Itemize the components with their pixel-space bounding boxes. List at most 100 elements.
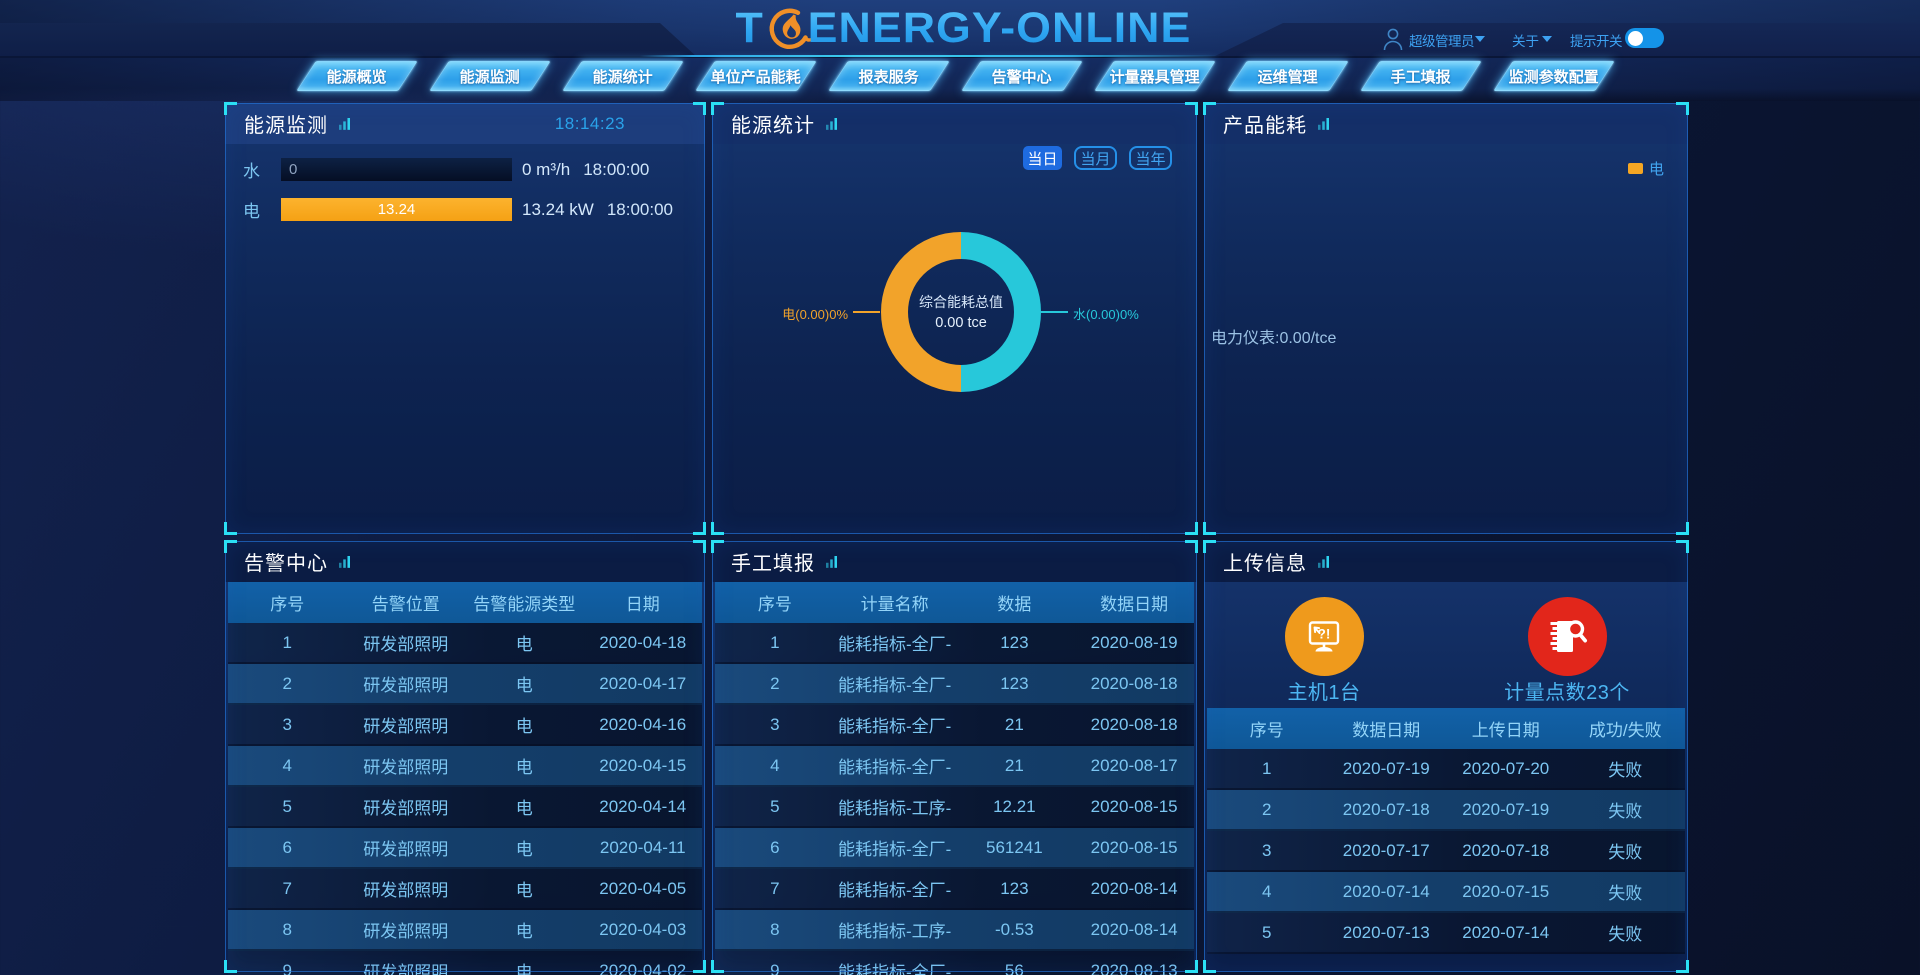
nav-button[interactable]: 计量器具管理: [1093, 61, 1216, 91]
table-row: 1 2020-07-19 2020-07-20 失败: [1207, 749, 1685, 790]
table-cell: 1: [1262, 758, 1272, 778]
table-cell: 研发部照明: [363, 922, 449, 941]
table-row: 8 能耗指标-工序- -0.53 2020-08-14: [715, 910, 1194, 951]
gauge-value: 13.24 kW: [522, 199, 594, 219]
table-cell: 电: [515, 635, 533, 654]
table-cell: 1: [770, 632, 780, 652]
nav-button-label: 监测参数配置: [1508, 68, 1599, 86]
table-cell: 9: [770, 960, 780, 975]
points-stat: 计量点数23个: [1446, 597, 1688, 703]
table-row: 6 能耗指标-全厂- 561241 2020-08-15: [715, 828, 1194, 869]
energy-stats-body: 当日 当月 当年 综合能耗总值 0.00 tce 电(0.00)0% 水(0.0…: [712, 144, 1197, 534]
table-cell: 7: [770, 878, 780, 898]
table-cell: 3: [282, 714, 292, 734]
table-cell: 5: [1262, 922, 1272, 942]
main-nav: 能源概览 能源监测 能源统计 单位产品能耗 报表服务 告警中心 计量器具管理 运维管理 手工填报…: [0, 61, 1910, 91]
tab-year[interactable]: 当年: [1128, 146, 1172, 170]
table-cell: 8: [282, 919, 292, 939]
table-cell: 2020-08-15: [1090, 837, 1178, 857]
nav-button[interactable]: 单位产品能耗: [694, 61, 817, 91]
table-cell: 2020-08-14: [1090, 919, 1178, 939]
table-cell: 研发部照明: [363, 635, 449, 654]
panel-title-bar: 上传信息: [1204, 541, 1688, 582]
table-cell: 3: [770, 714, 780, 734]
manual-table: 序号 计量名称 数据 数据日期 1 能耗指标-全厂- 123 2020-08-19 2 能耗指标-…: [715, 582, 1194, 975]
logo-text-suffix: ENERGY-ONLINE: [807, 3, 1192, 52]
table-cell: 研发部照明: [363, 717, 449, 736]
table-cell: 2020-08-18: [1090, 673, 1178, 693]
table-cell: 123: [1000, 878, 1029, 898]
table-cell: 能耗指标-全厂-: [837, 635, 952, 654]
table-cell: 123: [1000, 673, 1029, 693]
header-underline-dark: [0, 56, 1920, 58]
table-header-cell: 数据日期: [1352, 721, 1421, 740]
table-cell: 电: [515, 676, 533, 695]
table-header-cell: 上传日期: [1471, 721, 1540, 740]
table-cell: 能耗指标-工序-: [837, 799, 952, 818]
nav-button[interactable]: 运维管理: [1226, 61, 1349, 91]
table-cell: 能耗指标-全厂-: [837, 676, 952, 695]
panel-title: 产品能耗: [1223, 115, 1307, 137]
panel-upload-info: 上传信息 ?! 主机1台: [1203, 540, 1689, 973]
bars-icon: [1318, 118, 1329, 130]
table-cell: 2020-07-14: [1342, 881, 1430, 901]
monitor-clock: 18:14:23: [554, 113, 625, 133]
gauge-label: 水: [243, 162, 260, 181]
nav-button[interactable]: 能源概览: [295, 61, 418, 91]
nav-button[interactable]: 监测参数配置: [1492, 61, 1615, 91]
tab-month[interactable]: 当月: [1073, 146, 1117, 170]
table-cell: 能耗指标-全厂-: [837, 963, 952, 975]
upload-stats: ?! 主机1台: [1204, 597, 1688, 703]
chart-legend[interactable]: 电: [1627, 158, 1664, 179]
nav-button-label: 告警中心: [991, 68, 1052, 86]
panel-title: 上传信息: [1223, 553, 1307, 575]
tab-day[interactable]: 当日: [1022, 146, 1062, 170]
user-name[interactable]: 超级管理员: [1409, 34, 1475, 49]
table-cell: 研发部照明: [363, 676, 449, 695]
nav-button[interactable]: 报表服务: [827, 61, 950, 91]
table-cell: 电: [515, 840, 533, 859]
nav-button[interactable]: 能源统计: [561, 61, 684, 91]
table-header-cell: 序号: [1249, 721, 1284, 740]
bars-icon: [826, 556, 837, 568]
table-cell: 2020-04-14: [599, 796, 687, 816]
table-cell: 2020-08-15: [1090, 796, 1178, 816]
table-cell: 2020-04-02: [599, 960, 687, 975]
tip-switch-toggle[interactable]: [1625, 28, 1664, 48]
table-cell: 研发部照明: [363, 799, 449, 818]
table-cell: 2: [770, 673, 780, 693]
panel-manual-report: 手工填报 序号 计量名称 数据 数据日期 1 能耗指标-全厂- 123 2020-08-19 2…: [711, 540, 1198, 975]
upload-table: 序号 数据日期 上传日期 成功/失败 1 2020-07-19 2020-07-20 失败 2 2…: [1207, 708, 1685, 954]
table-row: 1 研发部照明 电 2020-04-18: [228, 623, 702, 664]
gauge-value: 0 m³/h: [522, 159, 571, 179]
table-cell: 失败: [1608, 802, 1643, 821]
table-cell: 2020-07-19: [1342, 758, 1430, 778]
about-menu[interactable]: 关于: [1512, 34, 1539, 49]
nav-button[interactable]: 手工填报: [1359, 61, 1482, 91]
about-caret-icon[interactable]: [1542, 36, 1552, 42]
nav-button[interactable]: 能源监测: [428, 61, 551, 91]
table-row: 3 能耗指标-全厂- 21 2020-08-18: [715, 705, 1194, 746]
nav-button[interactable]: 告警中心: [960, 61, 1083, 91]
bars-icon: [339, 118, 350, 130]
energy-monitor-body: 水 0 0 m³/h 18:00:00 电 13.24 13.24 kW 18:…: [225, 144, 705, 534]
bars-icon: [339, 556, 350, 568]
table-cell: 失败: [1608, 884, 1643, 903]
user-caret-icon[interactable]: [1475, 36, 1485, 42]
table-cell: 2020-08-14: [1090, 878, 1178, 898]
nav-button-label: 能源监测: [459, 68, 520, 86]
panel-title: 能源监测: [244, 115, 328, 137]
bars-icon: [1318, 556, 1329, 568]
alarm-table: 序号 告警位置 告警能源类型 日期 1 研发部照明电 2020-04-18 2 研发部照明电 20…: [228, 582, 702, 975]
table-cell: 2020-08-13: [1090, 960, 1178, 975]
table-header-cell: 计量名称: [860, 595, 929, 614]
table-row: 4 研发部照明 电 2020-04-15: [228, 746, 702, 787]
electric-gauge-bar: 13.24: [281, 198, 512, 221]
table-cell: 1: [282, 632, 292, 652]
table-cell: 5: [282, 796, 292, 816]
table-cell: 2020-04-11: [599, 837, 686, 857]
nav-button-label: 手工填报: [1390, 68, 1451, 86]
table-cell: 2020-07-14: [1462, 922, 1550, 942]
table-cell: 56: [1004, 960, 1024, 975]
nav-button-label: 能源概览: [326, 68, 387, 86]
